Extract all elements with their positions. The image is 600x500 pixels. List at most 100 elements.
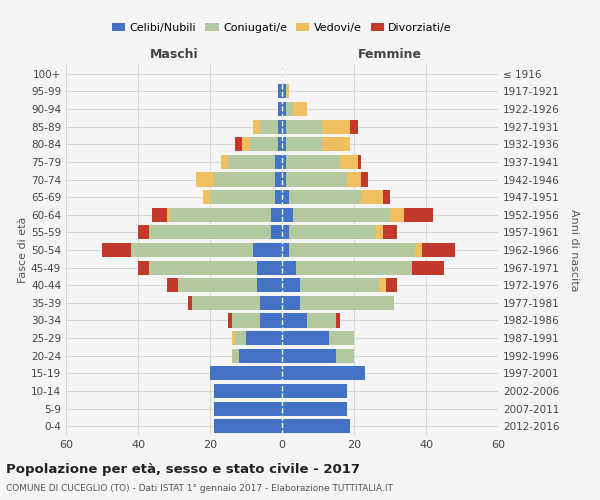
Bar bbox=[278, 120, 282, 134]
Bar bbox=[102, 243, 131, 257]
Bar bbox=[242, 137, 250, 152]
Bar bbox=[383, 226, 397, 239]
Y-axis label: Anni di nascita: Anni di nascita bbox=[569, 209, 579, 291]
Bar bbox=[253, 243, 282, 257]
Bar bbox=[239, 348, 282, 363]
Bar bbox=[275, 155, 282, 169]
Bar bbox=[214, 172, 275, 186]
Bar bbox=[178, 278, 257, 292]
Bar bbox=[415, 243, 422, 257]
Text: Femmine: Femmine bbox=[358, 48, 422, 62]
Bar bbox=[404, 208, 433, 222]
Text: COMUNE DI CUCEGLIO (TO) - Dati ISTAT 1° gennaio 2017 - Elaborazione TUTTITALIA.I: COMUNE DI CUCEGLIO (TO) - Dati ISTAT 1° … bbox=[6, 484, 393, 493]
Bar bbox=[383, 190, 390, 204]
Bar bbox=[350, 120, 358, 134]
Bar bbox=[228, 155, 275, 169]
Bar bbox=[170, 208, 271, 222]
Bar bbox=[282, 155, 286, 169]
Bar bbox=[282, 348, 336, 363]
Bar bbox=[329, 331, 354, 345]
Bar bbox=[167, 278, 178, 292]
Bar bbox=[386, 278, 397, 292]
Bar bbox=[282, 296, 300, 310]
Bar bbox=[300, 278, 379, 292]
Bar bbox=[203, 190, 210, 204]
Bar bbox=[340, 155, 358, 169]
Bar bbox=[412, 260, 444, 274]
Bar bbox=[210, 366, 282, 380]
Bar bbox=[390, 208, 404, 222]
Bar bbox=[271, 208, 282, 222]
Bar bbox=[149, 260, 257, 274]
Bar bbox=[278, 137, 282, 152]
Bar bbox=[232, 348, 239, 363]
Bar bbox=[149, 226, 271, 239]
Bar bbox=[282, 102, 286, 116]
Bar bbox=[282, 226, 289, 239]
Bar bbox=[250, 137, 278, 152]
Bar bbox=[347, 172, 361, 186]
Bar bbox=[361, 190, 383, 204]
Bar bbox=[379, 278, 386, 292]
Bar bbox=[300, 296, 394, 310]
Bar bbox=[282, 120, 286, 134]
Bar bbox=[282, 419, 350, 433]
Bar bbox=[232, 314, 260, 328]
Bar bbox=[278, 102, 282, 116]
Bar bbox=[296, 260, 412, 274]
Bar bbox=[260, 314, 282, 328]
Bar bbox=[282, 260, 296, 274]
Bar bbox=[358, 155, 361, 169]
Bar bbox=[307, 314, 336, 328]
Bar bbox=[282, 331, 329, 345]
Bar bbox=[221, 155, 228, 169]
Bar bbox=[286, 155, 340, 169]
Bar bbox=[196, 172, 214, 186]
Bar bbox=[286, 172, 347, 186]
Bar bbox=[376, 226, 383, 239]
Bar bbox=[214, 402, 282, 415]
Bar bbox=[282, 84, 286, 98]
Bar bbox=[192, 296, 260, 310]
Bar bbox=[257, 260, 282, 274]
Bar bbox=[278, 84, 282, 98]
Bar bbox=[336, 348, 354, 363]
Text: Popolazione per età, sesso e stato civile - 2017: Popolazione per età, sesso e stato civil… bbox=[6, 462, 360, 475]
Bar bbox=[246, 331, 282, 345]
Bar bbox=[228, 314, 232, 328]
Bar bbox=[282, 384, 347, 398]
Bar bbox=[282, 278, 300, 292]
Bar bbox=[289, 243, 415, 257]
Bar bbox=[167, 208, 170, 222]
Bar bbox=[322, 120, 350, 134]
Bar bbox=[293, 208, 390, 222]
Bar bbox=[286, 102, 293, 116]
Bar bbox=[422, 243, 455, 257]
Bar bbox=[232, 331, 235, 345]
Bar bbox=[260, 120, 278, 134]
Bar bbox=[336, 314, 340, 328]
Bar bbox=[289, 226, 376, 239]
Bar bbox=[286, 137, 322, 152]
Bar bbox=[282, 208, 293, 222]
Bar bbox=[214, 384, 282, 398]
Bar bbox=[282, 137, 286, 152]
Bar bbox=[210, 190, 275, 204]
Bar bbox=[282, 172, 286, 186]
Legend: Celibi/Nubili, Coniugati/e, Vedovi/e, Divorziati/e: Celibi/Nubili, Coniugati/e, Vedovi/e, Di… bbox=[107, 19, 457, 38]
Bar bbox=[138, 260, 149, 274]
Bar bbox=[131, 243, 253, 257]
Bar bbox=[260, 296, 282, 310]
Bar bbox=[188, 296, 192, 310]
Bar bbox=[152, 208, 167, 222]
Bar bbox=[257, 278, 282, 292]
Y-axis label: Fasce di età: Fasce di età bbox=[18, 217, 28, 283]
Bar bbox=[275, 190, 282, 204]
Bar bbox=[282, 314, 307, 328]
Bar bbox=[289, 190, 361, 204]
Bar bbox=[138, 226, 149, 239]
Bar bbox=[286, 120, 322, 134]
Bar bbox=[282, 402, 347, 415]
Bar bbox=[282, 243, 289, 257]
Bar bbox=[282, 366, 365, 380]
